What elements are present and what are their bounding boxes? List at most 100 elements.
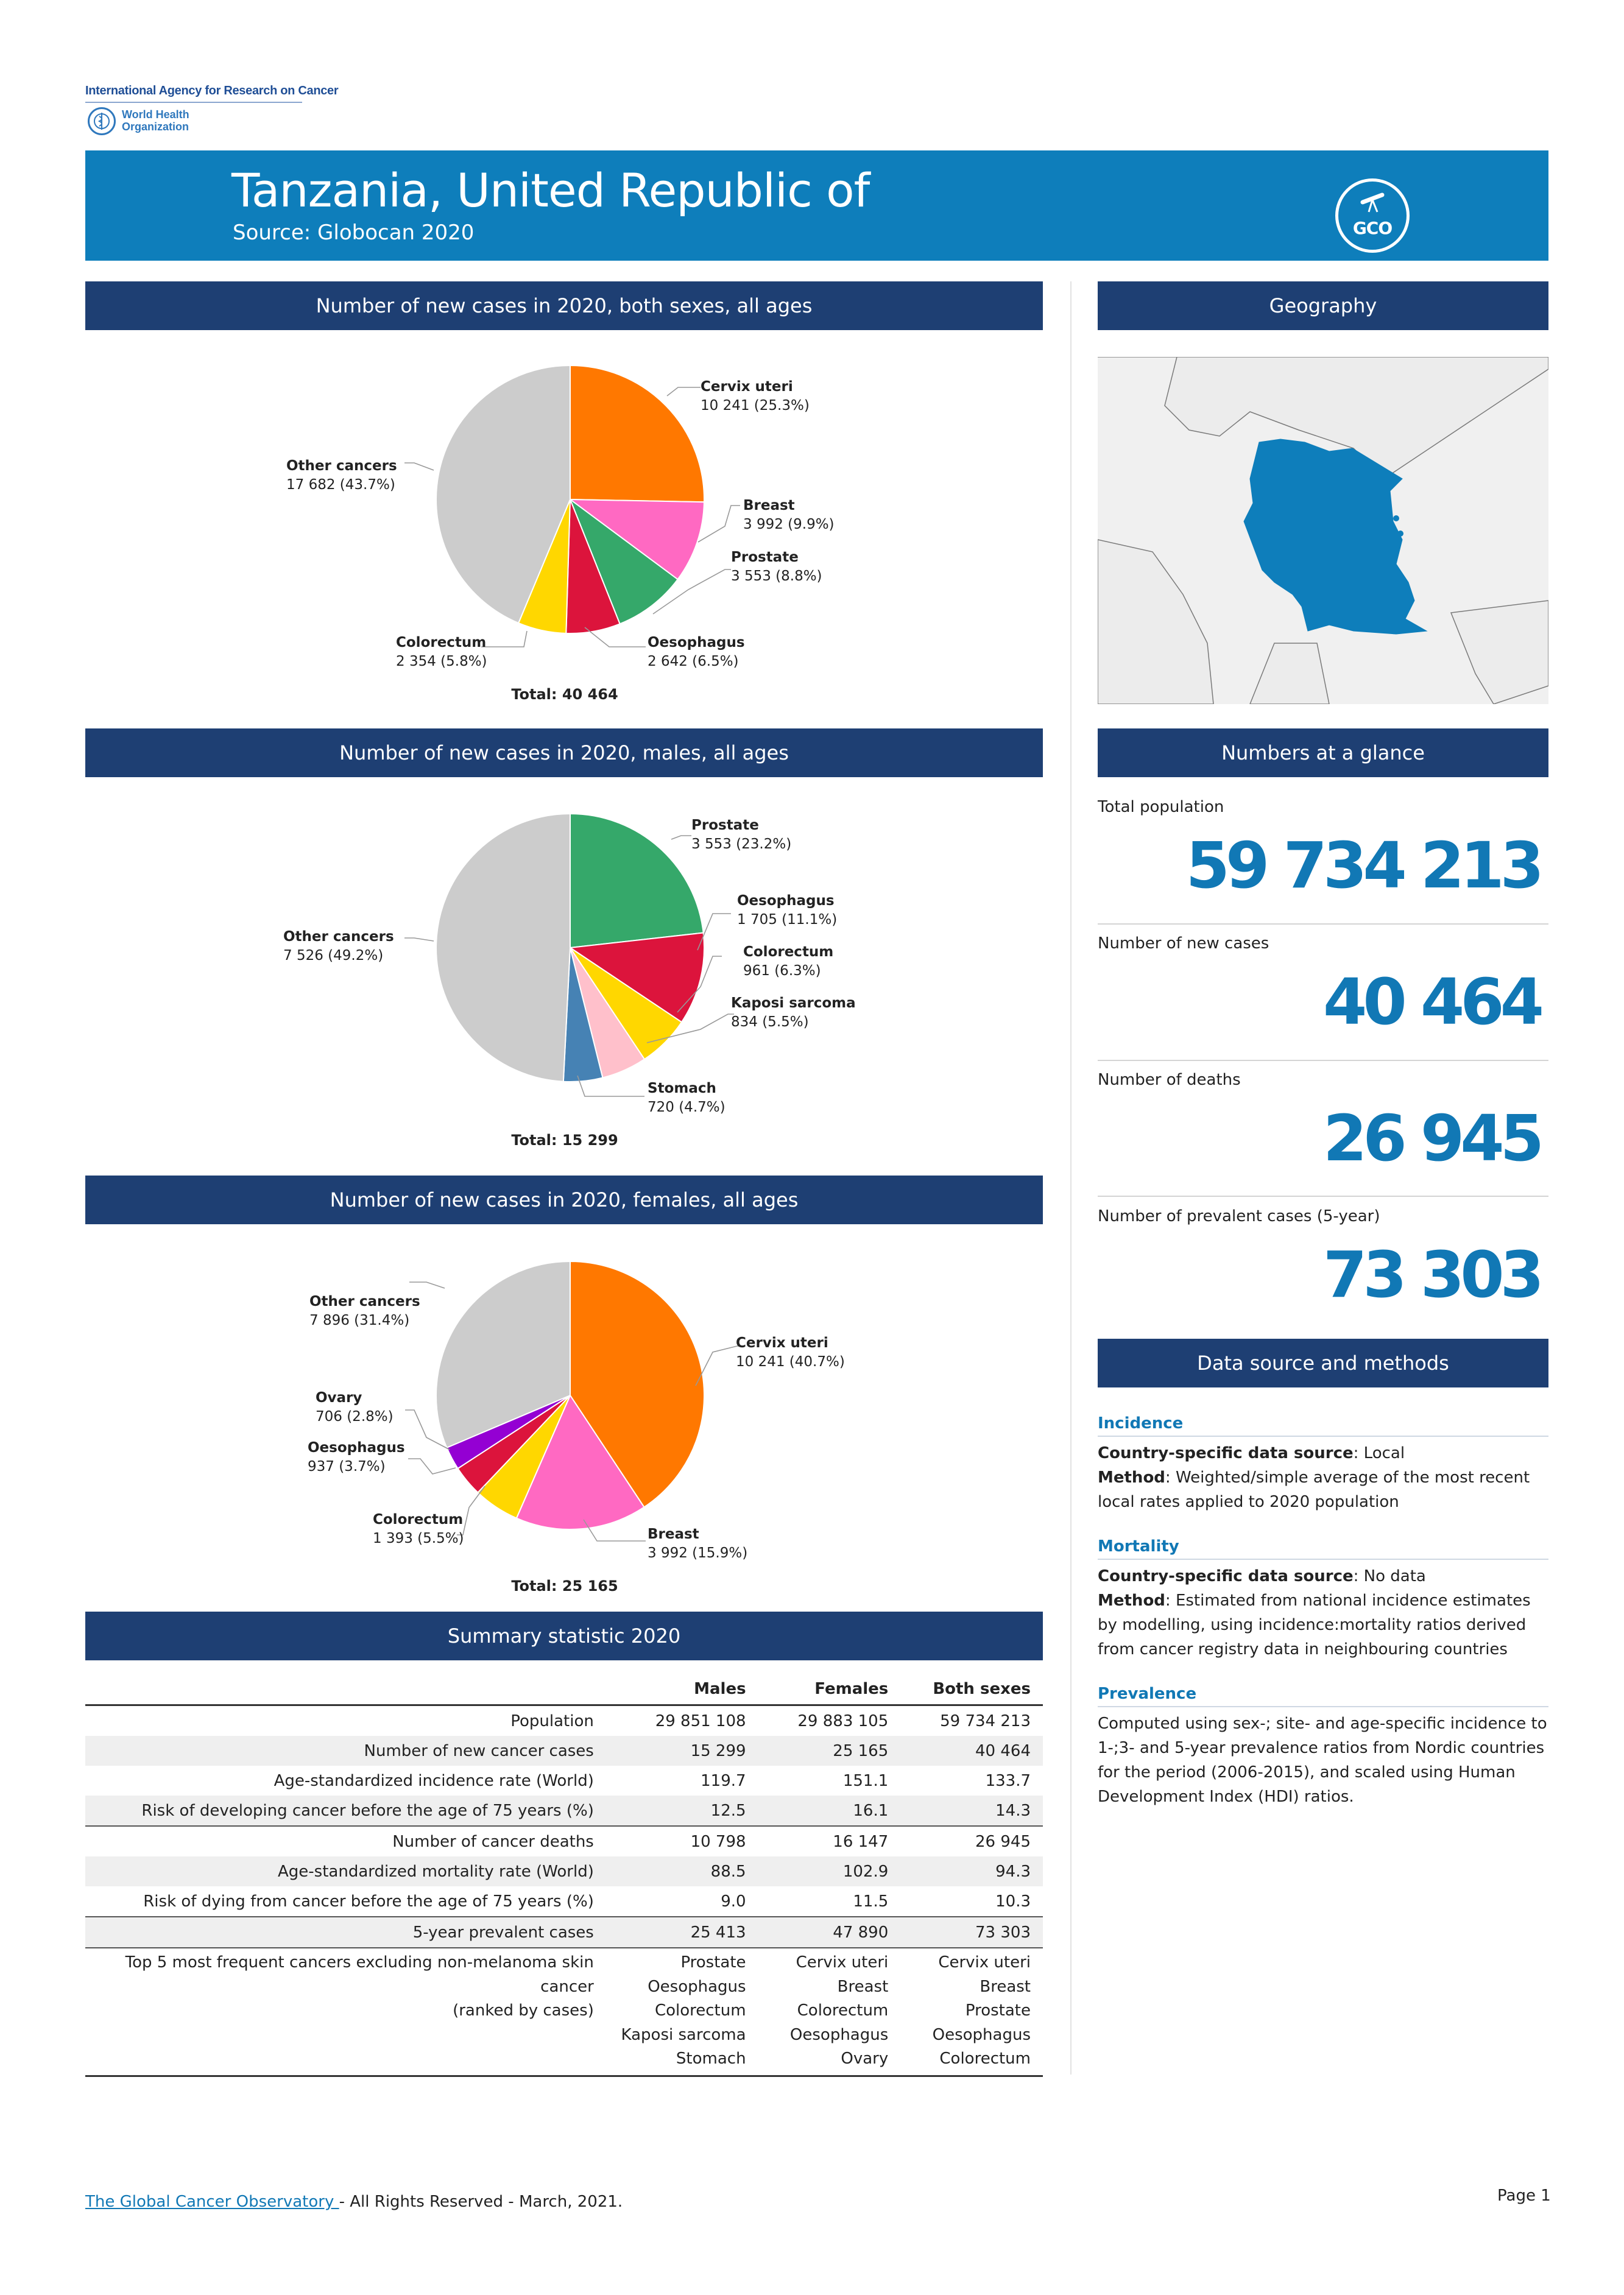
prevalence-heading: Prevalence <box>1098 1685 1197 1703</box>
glance-label-prevalent: Number of prevalent cases (5-year) <box>1098 1207 1380 1225</box>
iarc-logo-text: International Agency for Research on Can… <box>85 84 339 97</box>
pie-label: Kaposi sarcoma 834 (5.5%) <box>731 995 856 1030</box>
cell: 29 851 108 <box>655 1712 746 1730</box>
table-row: Number of new cancer cases 15 299 25 165… <box>85 1736 1043 1766</box>
cell: 29 883 105 <box>797 1712 889 1730</box>
pie-label: Ovary 706 (2.8%) <box>316 1390 394 1425</box>
section-bar-males: Number of new cases in 2020, males, all … <box>85 728 1043 777</box>
top5-label-line2: (ranked by cases) <box>453 2001 594 2020</box>
iarc-logo-rule <box>85 102 302 103</box>
section-bar-summary: Summary statistic 2020 <box>85 1612 1043 1660</box>
cell: 73 303 <box>900 1916 1043 1948</box>
table-row: Age-standardized mortality rate (World) … <box>85 1856 1043 1886</box>
cell: 9.0 <box>721 1892 746 1911</box>
top5-item: Breast <box>837 1977 889 1996</box>
col-header-males: Males <box>615 1674 758 1706</box>
top5-item: Kaposi sarcoma <box>621 2025 746 2044</box>
top5-item: Prostate <box>965 2001 1031 2020</box>
pie-label: Cervix uteri 10 241 (25.3%) <box>701 379 810 414</box>
pie-slice-prostate[interactable] <box>570 813 704 949</box>
column-divider <box>1070 281 1071 2075</box>
glance-label-population: Total population <box>1098 798 1224 816</box>
section-bar-both: Number of new cases in 2020, both sexes,… <box>85 281 1043 330</box>
pie-label: Breast 3 992 (15.9%) <box>648 1526 748 1561</box>
glance-value-new-cases: 40 464 <box>1322 965 1544 1039</box>
top5-item: Oesophagus <box>789 2025 889 2044</box>
col-header-females: Females <box>758 1674 901 1706</box>
footer-copyright: - All Rights Reserved - March, 2021. <box>339 2193 623 2211</box>
who-line2: Organization <box>122 121 189 133</box>
table-row: Risk of dying from cancer before the age… <box>85 1886 1043 1917</box>
cell: 25 165 <box>758 1736 901 1766</box>
summary-table: Males Females Both sexes Population 29 8… <box>85 1674 1043 2077</box>
mortality-text: Country-specific data source: No data Me… <box>1098 1567 1531 1659</box>
glance-divider <box>1098 1060 1548 1061</box>
cell: 11.5 <box>853 1892 889 1911</box>
pie-slice-prostate[interactable] <box>568 498 679 625</box>
geography-map[interactable] <box>1098 357 1548 704</box>
pie-label: Colorectum 2 354 (5.8%) <box>396 635 487 669</box>
pie-label: Breast 3 992 (9.9%) <box>743 498 835 532</box>
pie-slice-cervix-uteri[interactable] <box>570 364 705 503</box>
pie-slice-other-cancers[interactable] <box>436 1260 571 1449</box>
cell: 102.9 <box>758 1856 901 1886</box>
pie-label: Other cancers 7 896 (31.4%) <box>309 1294 420 1328</box>
who-emblem-icon <box>88 107 116 135</box>
pie-label: Oesophagus 1 705 (11.1%) <box>737 893 838 928</box>
page-number: Page 1 <box>1497 2187 1551 2205</box>
section-bar-geography: Geography <box>1098 281 1548 330</box>
pie-chart-males <box>436 813 705 1083</box>
glance-divider <box>1098 1196 1548 1197</box>
pie-label: Colorectum 961 (6.3%) <box>743 944 834 979</box>
cell: 25 413 <box>615 1916 758 1948</box>
row-label: Risk of dying from cancer before the age… <box>143 1892 594 1911</box>
pie-leader-lines <box>404 387 743 1542</box>
cell: 59 734 213 <box>940 1712 1031 1730</box>
pie-slice-oesophagus[interactable] <box>568 932 705 1023</box>
row-label: Risk of developing cancer before the age… <box>85 1796 616 1826</box>
pie-label: Oesophagus 2 642 (6.5%) <box>648 635 745 669</box>
footer: The Global Cancer Observatory - All Righ… <box>85 2193 623 2211</box>
row-label: Age-standardized incidence rate (World) <box>274 1771 594 1790</box>
cell: 15 299 <box>615 1736 758 1766</box>
pie-label: Colorectum 1 393 (5.5%) <box>373 1512 464 1546</box>
pie-label: Prostate 3 553 (23.2%) <box>691 817 792 852</box>
cell-top5-females: Cervix uteri Breast Colorectum Oesophagu… <box>758 1947 901 2077</box>
who-logo-text: World Health Organization <box>122 108 189 133</box>
pie-slice-other-cancers[interactable] <box>435 364 571 624</box>
row-label: Number of new cancer cases <box>85 1736 616 1766</box>
pie-slice-other-cancers[interactable] <box>436 813 571 1082</box>
top5-item: Oesophagus <box>648 1977 746 1996</box>
page-title: Tanzania, United Republic of <box>231 163 870 217</box>
pie-slice-breast[interactable] <box>568 498 705 580</box>
pie-chart-females <box>436 1260 705 1530</box>
gco-logo-icon[interactable] <box>1335 178 1410 253</box>
pie-label: Other cancers 7 526 (49.2%) <box>283 929 394 964</box>
glance-value-prevalent: 73 303 <box>1322 1238 1544 1312</box>
table-row: Risk of developing cancer before the age… <box>85 1796 1043 1826</box>
table-row: Age-standardized incidence rate (World) … <box>85 1766 1043 1796</box>
footer-gco-link[interactable]: The Global Cancer Observatory <box>85 2193 339 2211</box>
glance-value-population: 59 734 213 <box>1185 828 1544 903</box>
top5-item: Colorectum <box>654 2001 746 2020</box>
cell: 88.5 <box>615 1856 758 1886</box>
glance-label-deaths: Number of deaths <box>1098 1071 1241 1089</box>
cell-top5-both: Cervix uteri Breast Prostate Oesophagus … <box>900 1947 1043 2077</box>
cell: 119.7 <box>701 1771 746 1790</box>
cell: 47 890 <box>758 1916 901 1948</box>
glance-divider <box>1098 923 1548 925</box>
pie-label: Stomach 720 (4.7%) <box>648 1081 726 1115</box>
top5-item: Breast <box>980 1977 1031 1996</box>
table-row: Number of cancer deaths 10 798 16 147 26… <box>85 1825 1043 1856</box>
cell: 10 798 <box>615 1825 758 1856</box>
cell: 94.3 <box>900 1856 1043 1886</box>
cell: 16 147 <box>758 1825 901 1856</box>
section-bar-females: Number of new cases in 2020, females, al… <box>85 1176 1043 1224</box>
incidence-text: Country-specific data source: Local Meth… <box>1098 1444 1530 1511</box>
top5-label-line1: Top 5 most frequent cancers excluding no… <box>125 1953 594 1996</box>
top5-item: Ovary <box>841 2050 889 2068</box>
pie-label: Oesophagus 937 (3.7%) <box>308 1440 405 1475</box>
pie-slice-breast[interactable] <box>515 1394 645 1530</box>
who-line1: World Health <box>122 108 189 121</box>
pie-label: Prostate 3 553 (8.8%) <box>731 549 822 584</box>
